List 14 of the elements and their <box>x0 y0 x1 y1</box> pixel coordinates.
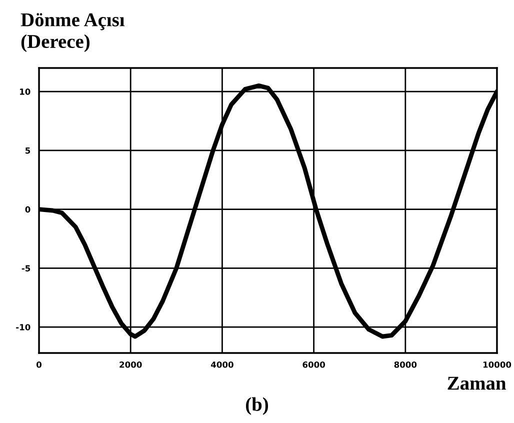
y-tick-label: 0 <box>25 206 30 213</box>
x-tick-label: 4000 <box>210 361 234 368</box>
x-tick-label: 6000 <box>302 361 325 368</box>
text: (b) <box>246 397 268 415</box>
y-tick-label: -10 <box>16 324 30 330</box>
x-tick-label: 2000 <box>120 361 142 368</box>
y-axis-title: Dönme Açısı (Derece) <box>20 13 125 52</box>
x-tick-label: 10000 <box>483 361 512 368</box>
x-tick-label: 8000 <box>394 361 417 368</box>
x-axis-title: Zaman <box>448 376 506 390</box>
y-tick-label: -5 <box>22 265 30 272</box>
x-tick-label: 0 <box>36 361 42 368</box>
y-tick-label: 5 <box>26 148 30 154</box>
y-tick-label: 10 <box>20 88 30 95</box>
